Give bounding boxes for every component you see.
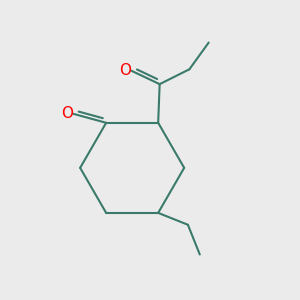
Text: O: O [61, 106, 73, 121]
Text: O: O [119, 63, 131, 78]
